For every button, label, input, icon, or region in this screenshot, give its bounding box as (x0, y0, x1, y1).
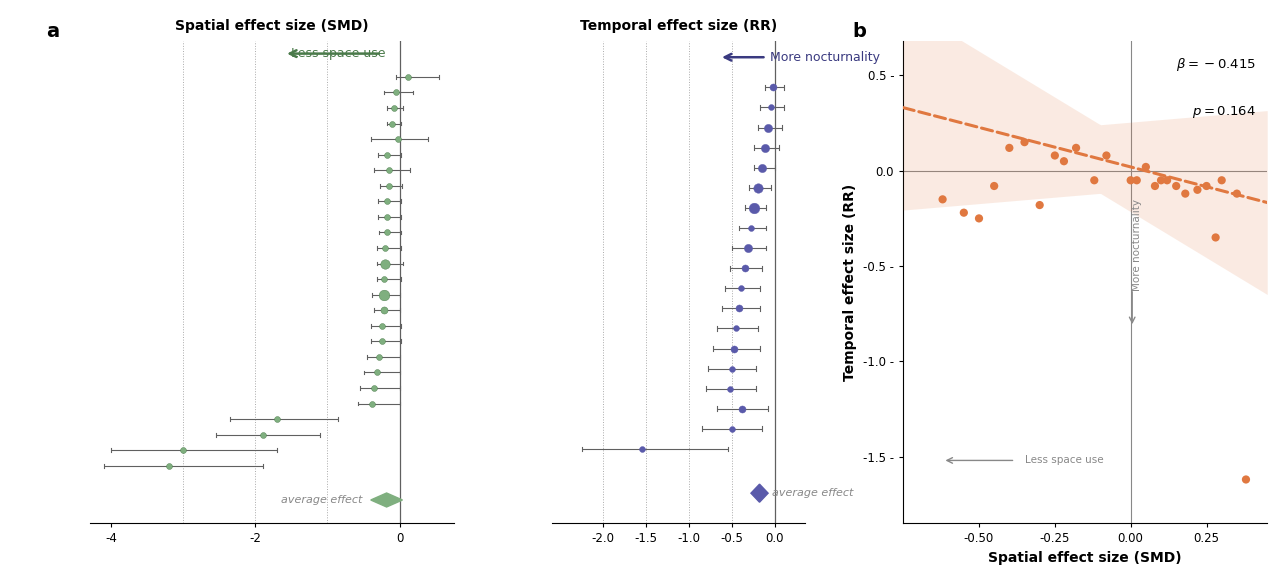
Text: b: b (852, 22, 867, 41)
Text: $p = 0.164$: $p = 0.164$ (1193, 104, 1256, 120)
Title: Temporal effect size (RR): Temporal effect size (RR) (580, 19, 777, 33)
Point (1084, 176, 1105, 185)
Point (1120, 176, 1140, 185)
Text: $\beta = -0.415$: $\beta = -0.415$ (1176, 56, 1256, 73)
Point (1157, 176, 1178, 185)
Point (1096, 151, 1116, 160)
Point (1166, 181, 1187, 191)
Point (1175, 189, 1196, 198)
Point (1053, 156, 1074, 166)
Y-axis label: Temporal effect size (RR): Temporal effect size (RR) (844, 183, 858, 381)
Point (1135, 162, 1156, 172)
Polygon shape (371, 493, 402, 507)
Point (1235, 475, 1256, 484)
Text: More nocturnality: More nocturnality (769, 51, 879, 64)
Text: Less space use: Less space use (291, 47, 385, 60)
Text: a: a (46, 22, 59, 41)
Text: More nocturnality: More nocturnality (1133, 199, 1142, 291)
Point (1187, 185, 1207, 195)
Point (1211, 176, 1231, 185)
Point (1014, 138, 1034, 147)
Title: Spatial effect size (SMD): Spatial effect size (SMD) (175, 19, 369, 33)
Text: Less space use: Less space use (1024, 456, 1103, 466)
Point (1206, 233, 1226, 242)
Point (1029, 201, 1050, 210)
Point (932, 195, 952, 204)
Text: average effect: average effect (280, 495, 362, 505)
Point (969, 213, 989, 223)
Polygon shape (751, 484, 768, 502)
Point (1226, 189, 1247, 198)
Point (1044, 151, 1065, 160)
Text: average effect: average effect (772, 488, 852, 498)
X-axis label: Spatial effect size (SMD): Spatial effect size (SMD) (988, 551, 1181, 565)
Point (1126, 176, 1147, 185)
Point (984, 181, 1005, 191)
Point (1151, 176, 1171, 185)
Point (1066, 143, 1087, 153)
Point (1144, 181, 1165, 191)
Point (954, 208, 974, 218)
Point (1197, 181, 1217, 191)
Point (1000, 143, 1020, 153)
